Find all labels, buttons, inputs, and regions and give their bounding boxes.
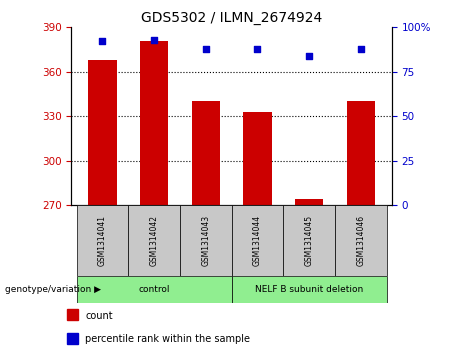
Text: genotype/variation ▶: genotype/variation ▶ — [5, 285, 100, 294]
Text: NELF B subunit deletion: NELF B subunit deletion — [255, 285, 363, 294]
Point — [150, 37, 158, 42]
Bar — [347, 101, 375, 205]
Text: count: count — [85, 311, 113, 321]
Bar — [243, 112, 272, 205]
Text: GSM1314041: GSM1314041 — [98, 215, 107, 266]
Text: GSM1314046: GSM1314046 — [356, 215, 366, 266]
Text: GSM1314045: GSM1314045 — [305, 215, 313, 266]
Point — [306, 53, 313, 58]
Text: GSM1314042: GSM1314042 — [150, 215, 159, 266]
Title: GDS5302 / ILMN_2674924: GDS5302 / ILMN_2674924 — [141, 11, 322, 25]
Point — [357, 46, 365, 52]
Bar — [192, 101, 220, 205]
Text: GSM1314043: GSM1314043 — [201, 215, 210, 266]
Bar — [231, 276, 387, 303]
Bar — [335, 205, 387, 276]
Bar — [128, 205, 180, 276]
Bar — [88, 60, 117, 205]
Text: GSM1314044: GSM1314044 — [253, 215, 262, 266]
Point — [99, 38, 106, 44]
Text: control: control — [138, 285, 170, 294]
Bar — [231, 205, 284, 276]
Bar — [77, 205, 128, 276]
Bar — [284, 205, 335, 276]
Bar — [77, 276, 231, 303]
Bar — [295, 199, 323, 205]
Bar — [140, 41, 168, 205]
Text: percentile rank within the sample: percentile rank within the sample — [85, 334, 250, 344]
Point — [202, 46, 209, 52]
Bar — [180, 205, 231, 276]
Point — [254, 46, 261, 52]
